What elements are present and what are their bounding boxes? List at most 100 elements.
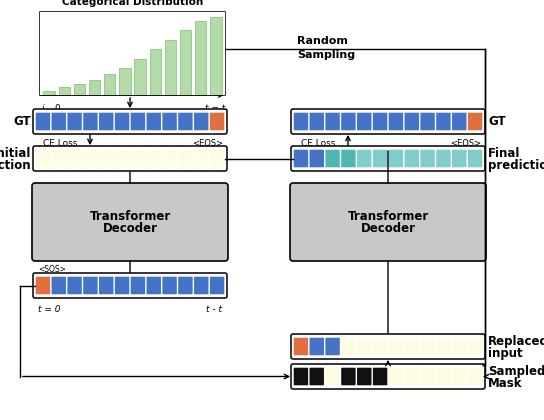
FancyBboxPatch shape (452, 150, 466, 167)
FancyBboxPatch shape (357, 368, 372, 385)
FancyBboxPatch shape (115, 277, 129, 294)
FancyBboxPatch shape (389, 150, 403, 167)
FancyBboxPatch shape (99, 150, 114, 167)
Text: t = t: t = t (205, 104, 225, 113)
FancyBboxPatch shape (178, 150, 193, 167)
FancyBboxPatch shape (405, 368, 419, 385)
FancyBboxPatch shape (83, 113, 97, 130)
FancyBboxPatch shape (341, 368, 356, 385)
FancyBboxPatch shape (325, 338, 340, 355)
FancyBboxPatch shape (131, 113, 145, 130)
FancyBboxPatch shape (310, 150, 324, 167)
FancyBboxPatch shape (373, 113, 387, 130)
FancyBboxPatch shape (421, 113, 435, 130)
FancyBboxPatch shape (210, 150, 224, 167)
Text: GT: GT (14, 115, 31, 128)
Text: Sampled: Sampled (488, 365, 544, 378)
Bar (150, 49, 161, 95)
FancyBboxPatch shape (405, 338, 419, 355)
Text: <EOS>: <EOS> (450, 139, 481, 148)
Bar (195, 21, 206, 95)
Text: Categorical Distribution: Categorical Distribution (62, 0, 203, 7)
FancyBboxPatch shape (33, 273, 227, 298)
Text: 0: 0 (54, 104, 60, 113)
FancyBboxPatch shape (373, 368, 387, 385)
FancyBboxPatch shape (67, 150, 82, 167)
FancyBboxPatch shape (436, 113, 450, 130)
FancyBboxPatch shape (99, 277, 114, 294)
Text: Decoder: Decoder (361, 221, 416, 234)
FancyBboxPatch shape (357, 113, 372, 130)
Text: Random: Random (297, 37, 348, 47)
FancyBboxPatch shape (468, 150, 483, 167)
FancyBboxPatch shape (294, 150, 308, 167)
FancyBboxPatch shape (52, 277, 66, 294)
FancyBboxPatch shape (325, 368, 340, 385)
FancyBboxPatch shape (452, 368, 466, 385)
FancyBboxPatch shape (310, 113, 324, 130)
Text: <EOS>: <EOS> (192, 139, 223, 148)
FancyBboxPatch shape (294, 368, 308, 385)
FancyBboxPatch shape (162, 150, 177, 167)
Text: i: i (42, 104, 44, 113)
Text: Transformer: Transformer (348, 210, 429, 223)
Bar (89, 80, 100, 95)
FancyBboxPatch shape (291, 364, 485, 389)
FancyBboxPatch shape (389, 368, 403, 385)
FancyBboxPatch shape (146, 150, 161, 167)
Text: Replaced: Replaced (488, 335, 544, 348)
FancyBboxPatch shape (452, 113, 466, 130)
Bar (44, 91, 55, 95)
FancyBboxPatch shape (131, 150, 145, 167)
FancyBboxPatch shape (291, 109, 485, 134)
FancyBboxPatch shape (33, 146, 227, 171)
FancyBboxPatch shape (32, 183, 228, 261)
FancyBboxPatch shape (36, 277, 50, 294)
FancyBboxPatch shape (210, 113, 224, 130)
FancyBboxPatch shape (357, 338, 372, 355)
Bar (104, 74, 115, 95)
FancyBboxPatch shape (162, 113, 177, 130)
FancyBboxPatch shape (178, 277, 193, 294)
FancyBboxPatch shape (421, 150, 435, 167)
Bar (180, 30, 191, 95)
Text: Mask: Mask (488, 377, 522, 390)
FancyBboxPatch shape (52, 113, 66, 130)
FancyBboxPatch shape (291, 146, 485, 171)
Bar (210, 17, 221, 95)
FancyBboxPatch shape (310, 338, 324, 355)
Text: Decoder: Decoder (102, 221, 158, 234)
FancyBboxPatch shape (341, 150, 356, 167)
Text: <SOS>: <SOS> (38, 265, 66, 274)
Text: Initial: Initial (0, 147, 31, 160)
FancyBboxPatch shape (436, 150, 450, 167)
FancyBboxPatch shape (373, 338, 387, 355)
Text: CE Loss: CE Loss (301, 139, 335, 148)
Text: t = 0: t = 0 (38, 305, 60, 314)
Text: prediction: prediction (488, 159, 544, 172)
FancyBboxPatch shape (405, 150, 419, 167)
FancyBboxPatch shape (291, 334, 485, 359)
FancyBboxPatch shape (36, 113, 50, 130)
FancyBboxPatch shape (357, 150, 372, 167)
FancyBboxPatch shape (294, 338, 308, 355)
FancyBboxPatch shape (294, 113, 308, 130)
FancyBboxPatch shape (194, 277, 208, 294)
FancyBboxPatch shape (436, 338, 450, 355)
FancyBboxPatch shape (83, 277, 97, 294)
FancyBboxPatch shape (436, 368, 450, 385)
Text: Final: Final (488, 147, 521, 160)
FancyBboxPatch shape (405, 113, 419, 130)
FancyBboxPatch shape (421, 338, 435, 355)
FancyBboxPatch shape (99, 113, 114, 130)
FancyBboxPatch shape (341, 338, 356, 355)
FancyBboxPatch shape (468, 338, 483, 355)
FancyBboxPatch shape (115, 150, 129, 167)
FancyBboxPatch shape (421, 368, 435, 385)
FancyBboxPatch shape (452, 338, 466, 355)
Text: Sampling: Sampling (297, 50, 355, 60)
FancyBboxPatch shape (468, 368, 483, 385)
Bar (119, 68, 131, 95)
FancyBboxPatch shape (290, 183, 486, 261)
Text: t - t: t - t (206, 305, 222, 314)
